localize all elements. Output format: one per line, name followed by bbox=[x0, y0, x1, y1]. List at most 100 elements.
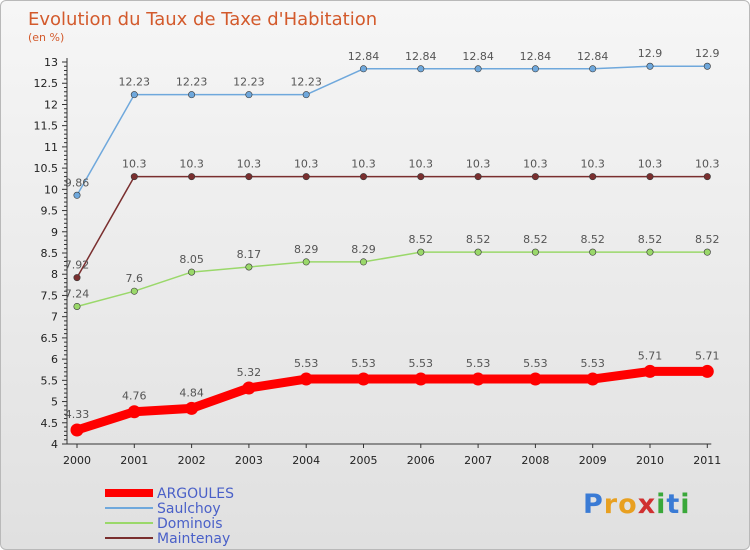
data-point bbox=[359, 173, 367, 181]
y-tick-label: 4.5 bbox=[41, 417, 59, 430]
data-label: 7.92 bbox=[65, 259, 90, 272]
data-point bbox=[589, 248, 597, 256]
series-line-dominois bbox=[76, 251, 709, 308]
y-tick-label: 8 bbox=[51, 268, 58, 281]
data-label: 10.3 bbox=[351, 158, 376, 171]
data-point bbox=[245, 263, 253, 271]
y-tick-label: 9.5 bbox=[41, 205, 59, 218]
data-point bbox=[703, 173, 711, 181]
data-point bbox=[302, 173, 310, 181]
data-label: 10.3 bbox=[580, 158, 605, 171]
data-label: 8.52 bbox=[466, 233, 491, 246]
x-tick-label: 2008 bbox=[521, 454, 549, 467]
data-point bbox=[646, 62, 654, 70]
data-label: 12.23 bbox=[233, 76, 265, 89]
x-tick-label: 2006 bbox=[407, 454, 435, 467]
y-tick-label: 9 bbox=[51, 226, 58, 239]
y-tick-label: 8.5 bbox=[41, 247, 59, 260]
proxiti-logo: Proxiti bbox=[583, 489, 691, 520]
x-tick-label: 2010 bbox=[636, 454, 664, 467]
data-label: 8.52 bbox=[409, 233, 434, 246]
y-tick-label: 7 bbox=[51, 311, 58, 324]
y-tick-label: 12.5 bbox=[34, 77, 59, 90]
data-label: 8.52 bbox=[523, 233, 548, 246]
data-point bbox=[188, 173, 196, 181]
data-label: 12.9 bbox=[695, 47, 720, 60]
series-line-argoules bbox=[72, 366, 712, 435]
data-label: 12.84 bbox=[520, 50, 552, 63]
x-tick-label: 2004 bbox=[292, 454, 320, 467]
data-label: 5.53 bbox=[523, 357, 548, 370]
data-point bbox=[242, 381, 256, 395]
data-point bbox=[531, 173, 539, 181]
data-label: 10.3 bbox=[294, 158, 319, 171]
x-tick-label: 2002 bbox=[178, 454, 206, 467]
data-point bbox=[589, 173, 597, 181]
y-tick-label: 7.5 bbox=[41, 289, 59, 302]
y-tick-label: 4 bbox=[51, 438, 58, 451]
data-point bbox=[73, 191, 81, 199]
data-label: 12.23 bbox=[176, 76, 208, 89]
data-label: 7.24 bbox=[65, 287, 90, 300]
data-point bbox=[474, 65, 482, 73]
data-point bbox=[700, 364, 714, 378]
data-label: 12.23 bbox=[290, 76, 322, 89]
data-label: 12.23 bbox=[119, 76, 151, 89]
y-tick-label: 11 bbox=[44, 141, 58, 154]
data-label: 8.52 bbox=[580, 233, 605, 246]
series-line-maintenay bbox=[76, 175, 709, 279]
data-point bbox=[417, 173, 425, 181]
legend-label: Maintenay bbox=[157, 531, 230, 547]
legend-label: ARGOULES bbox=[157, 486, 234, 502]
data-label: 5.53 bbox=[466, 357, 491, 370]
chart-subtitle: (en %) bbox=[28, 31, 64, 44]
data-label: 4.76 bbox=[122, 390, 147, 403]
legend-label: Dominois bbox=[157, 516, 223, 532]
y-tick-label: 5 bbox=[51, 396, 58, 409]
data-point bbox=[471, 372, 485, 386]
data-point bbox=[474, 248, 482, 256]
y-tick-label: 6.5 bbox=[41, 332, 59, 345]
data-point bbox=[359, 258, 367, 266]
data-point bbox=[127, 405, 141, 419]
data-label: 5.71 bbox=[695, 349, 720, 362]
y-tick-label: 11.5 bbox=[34, 120, 59, 133]
data-point bbox=[417, 248, 425, 256]
data-point bbox=[299, 372, 313, 386]
data-point bbox=[589, 65, 597, 73]
data-label: 5.53 bbox=[351, 357, 376, 370]
data-point bbox=[528, 372, 542, 386]
data-point bbox=[703, 248, 711, 256]
data-label: 5.32 bbox=[237, 366, 262, 379]
data-label: 10.3 bbox=[695, 158, 720, 171]
data-label: 10.3 bbox=[466, 158, 491, 171]
y-tick-label: 13 bbox=[44, 56, 58, 69]
data-label: 10.3 bbox=[409, 158, 434, 171]
data-label: 12.84 bbox=[405, 50, 437, 63]
x-tick-label: 2011 bbox=[693, 454, 721, 467]
data-label: 10.3 bbox=[638, 158, 663, 171]
data-label: 8.29 bbox=[294, 243, 319, 256]
x-tick-label: 2007 bbox=[464, 454, 492, 467]
x-tick-label: 2009 bbox=[579, 454, 607, 467]
series-line-saulchoy bbox=[76, 65, 709, 197]
data-point bbox=[643, 364, 657, 378]
x-tick-label: 2000 bbox=[63, 454, 91, 467]
legend-label: Saulchoy bbox=[157, 501, 221, 517]
data-point bbox=[70, 423, 84, 437]
data-label: 7.6 bbox=[126, 272, 144, 285]
data-point bbox=[357, 372, 370, 386]
data-point bbox=[130, 91, 138, 99]
data-point bbox=[531, 248, 539, 256]
data-label: 12.9 bbox=[638, 47, 663, 60]
data-point bbox=[646, 248, 654, 256]
data-point bbox=[646, 173, 654, 181]
data-point bbox=[531, 65, 539, 73]
data-point bbox=[414, 372, 428, 386]
data-point bbox=[474, 173, 482, 181]
data-label: 4.33 bbox=[65, 408, 90, 421]
data-point bbox=[130, 173, 138, 181]
data-label: 8.52 bbox=[695, 233, 720, 246]
x-tick-label: 2003 bbox=[235, 454, 263, 467]
